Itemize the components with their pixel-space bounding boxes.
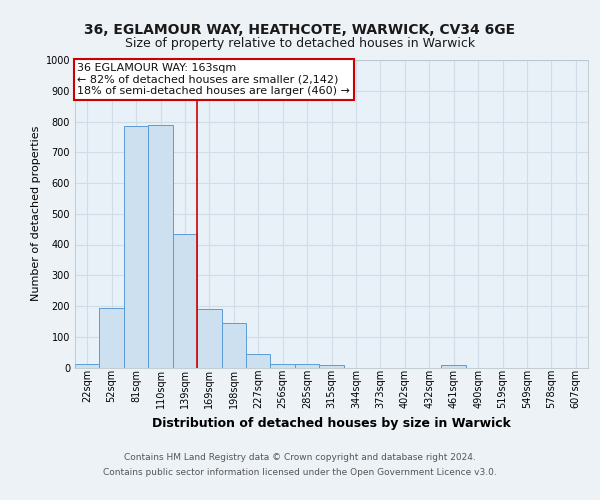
Text: Size of property relative to detached houses in Warwick: Size of property relative to detached ho…	[125, 38, 475, 51]
Y-axis label: Number of detached properties: Number of detached properties	[31, 126, 41, 302]
Bar	[221, 323, 246, 368]
Bar	[75, 364, 100, 368]
Bar	[442, 365, 466, 368]
Text: 36, EGLAMOUR WAY, HEATHCOTE, WARWICK, CV34 6GE: 36, EGLAMOUR WAY, HEATHCOTE, WARWICK, CV…	[85, 22, 515, 36]
Text: 36 EGLAMOUR WAY: 163sqm
← 82% of detached houses are smaller (2,142)
18% of semi: 36 EGLAMOUR WAY: 163sqm ← 82% of detache…	[77, 63, 350, 96]
Bar	[319, 365, 344, 368]
Bar	[148, 124, 173, 368]
Bar	[271, 364, 295, 368]
Bar	[197, 309, 221, 368]
Bar	[295, 364, 319, 368]
Text: Contains public sector information licensed under the Open Government Licence v3: Contains public sector information licen…	[103, 468, 497, 477]
Bar	[124, 126, 148, 368]
X-axis label: Distribution of detached houses by size in Warwick: Distribution of detached houses by size …	[152, 416, 511, 430]
Bar	[246, 354, 271, 368]
Bar	[173, 234, 197, 368]
Text: Contains HM Land Registry data © Crown copyright and database right 2024.: Contains HM Land Registry data © Crown c…	[124, 453, 476, 462]
Bar	[100, 308, 124, 368]
